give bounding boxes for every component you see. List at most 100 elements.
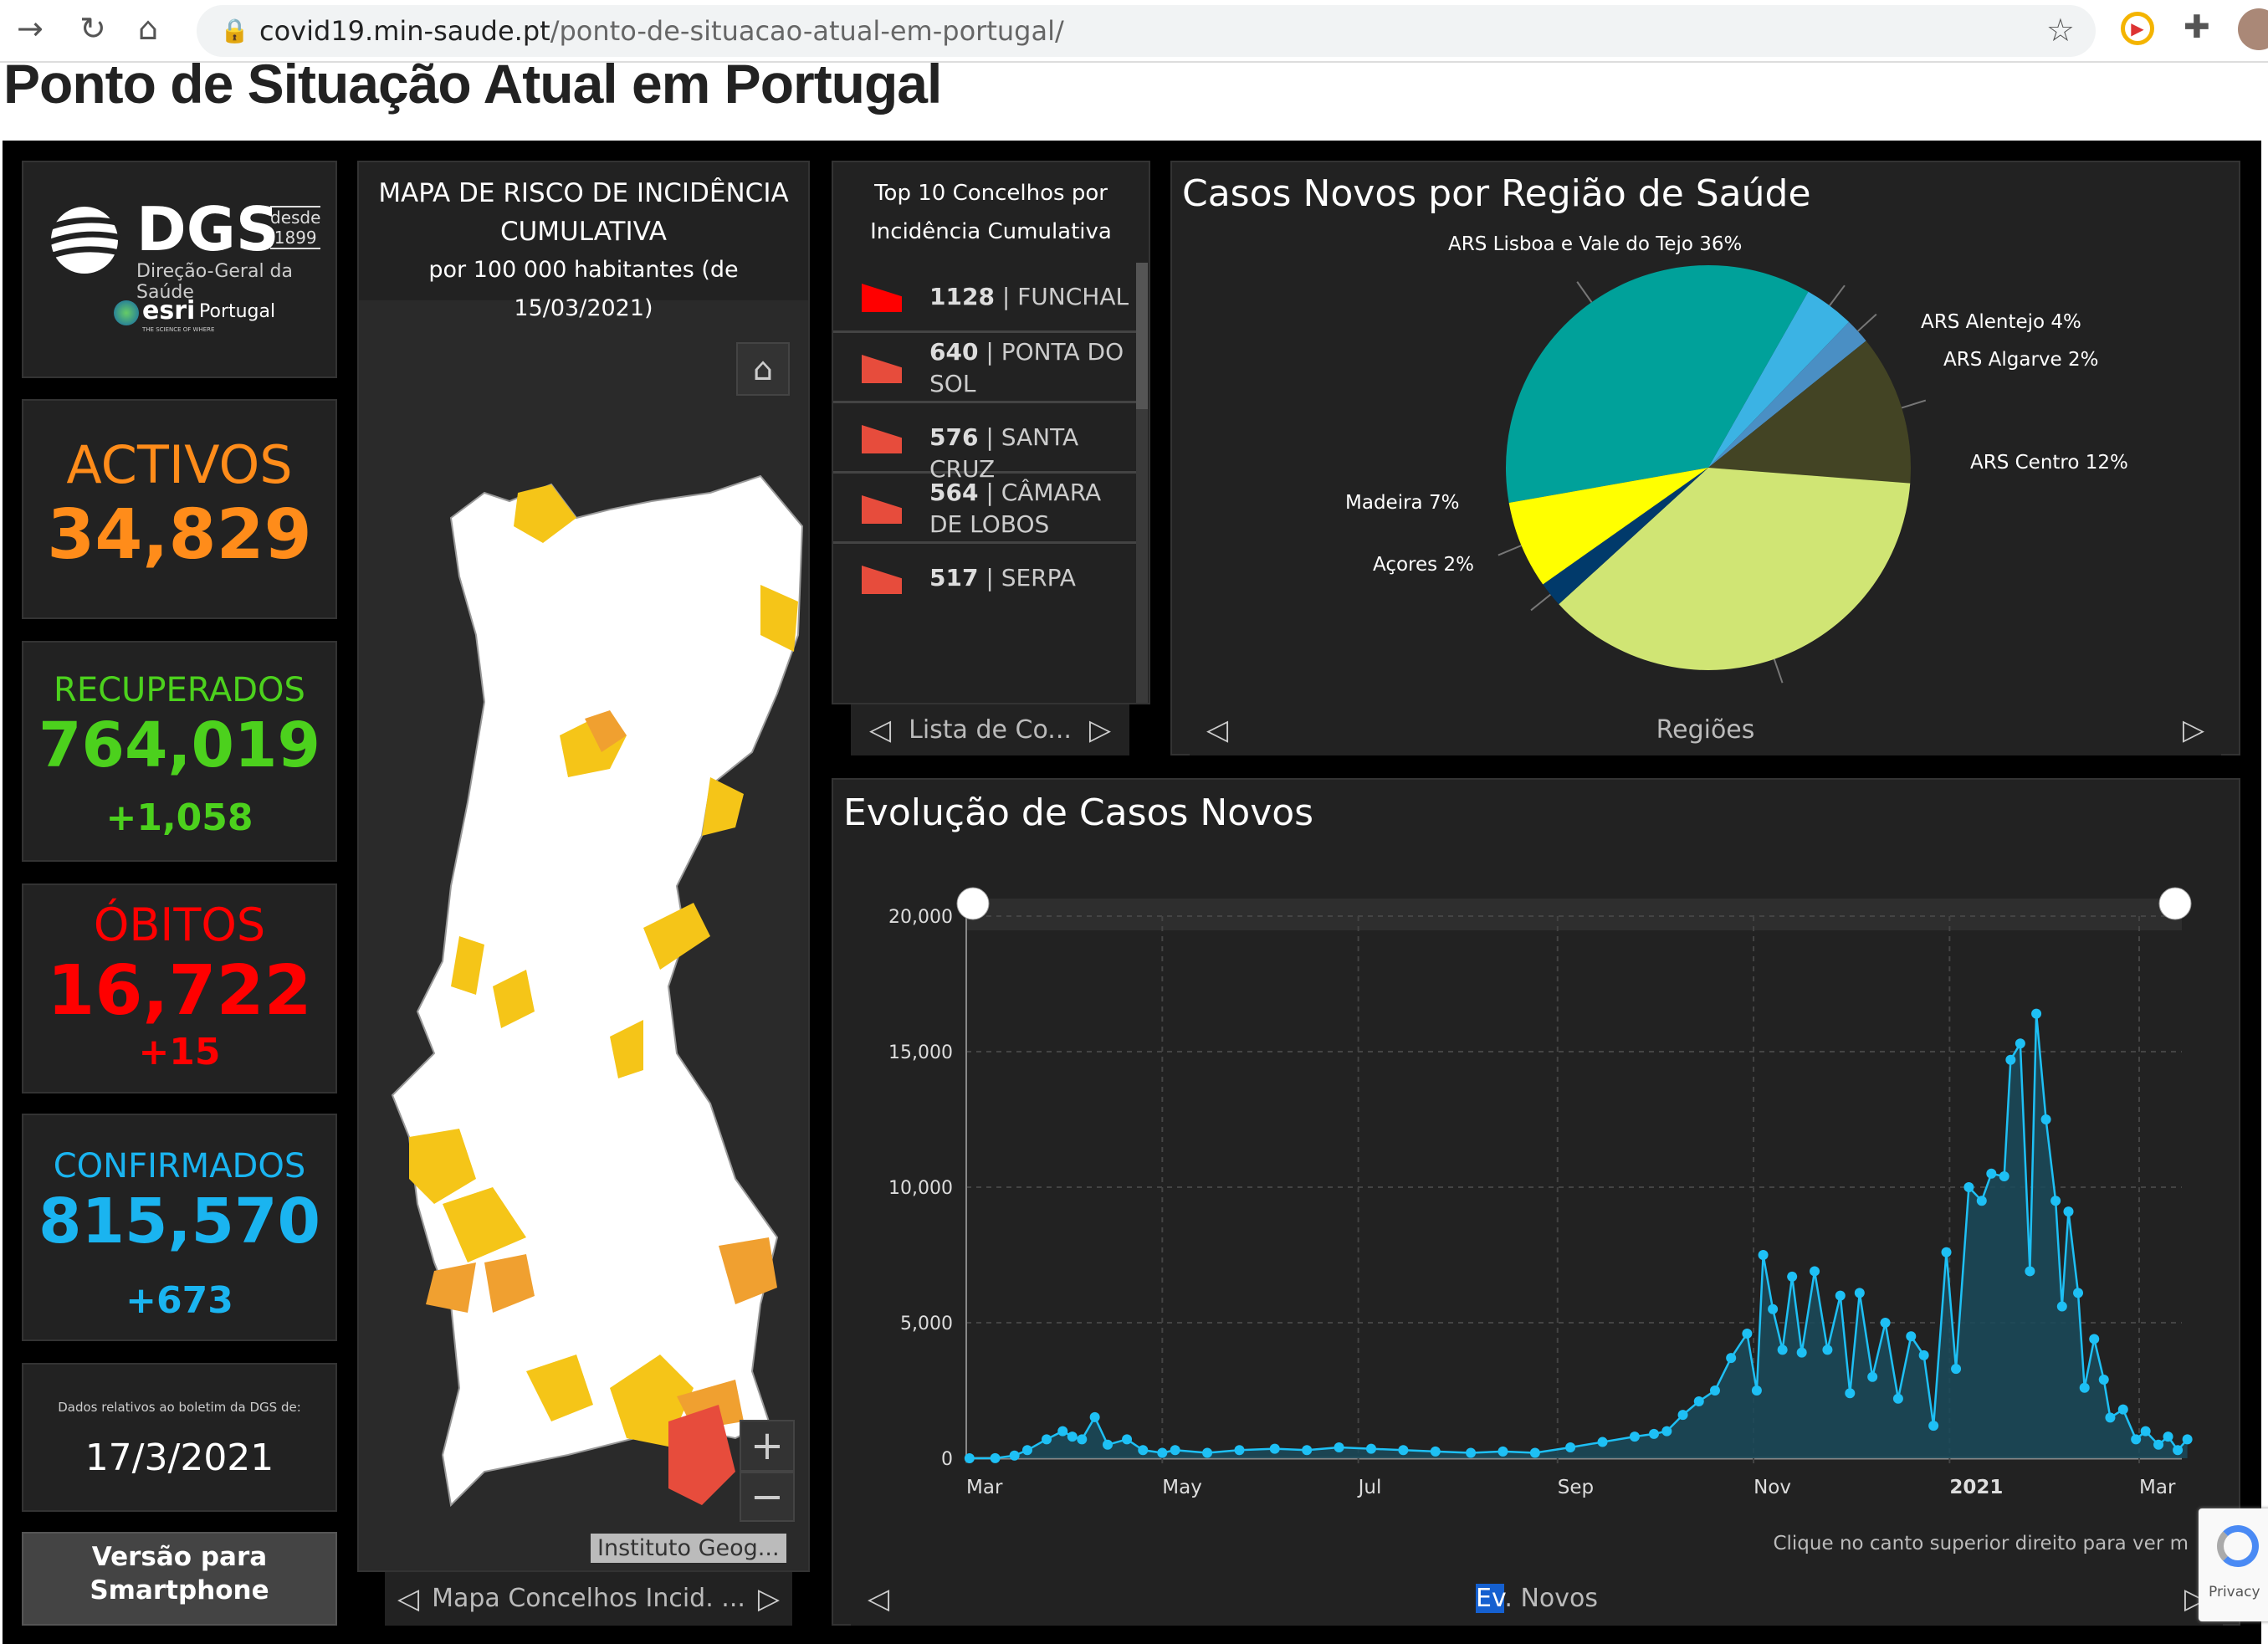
data-point[interactable] [1170, 1445, 1180, 1456]
top10-scrollbar[interactable] [1136, 263, 1148, 703]
data-point[interactable] [1529, 1447, 1540, 1458]
data-point[interactable] [1906, 1331, 1917, 1342]
data-point[interactable] [964, 1453, 975, 1463]
data-point[interactable] [1365, 1443, 1376, 1454]
range-slider-track[interactable] [966, 899, 2182, 930]
data-point[interactable] [1976, 1196, 1987, 1206]
pie-slice[interactable] [1508, 468, 1708, 585]
map-zoom-in-button[interactable]: + [740, 1420, 795, 1472]
data-point[interactable] [1892, 1393, 1903, 1404]
data-point[interactable] [1951, 1364, 1962, 1375]
data-point[interactable] [1777, 1344, 1788, 1355]
extension-icon[interactable]: ▶ [2121, 12, 2154, 45]
data-point[interactable] [1648, 1428, 1659, 1439]
list-item[interactable]: 564 | CÂMARA DE LOBOS [833, 474, 1136, 544]
data-point[interactable] [2056, 1301, 2067, 1312]
pie-next-arrow-icon[interactable]: ▷ [2182, 713, 2204, 746]
data-point[interactable] [2140, 1426, 2151, 1437]
data-point[interactable] [1986, 1168, 1997, 1179]
data-point[interactable] [1269, 1443, 1280, 1454]
data-point[interactable] [1768, 1303, 1779, 1314]
data-point[interactable] [1497, 1446, 1508, 1457]
data-point[interactable] [1787, 1271, 1798, 1282]
list-item[interactable]: 640 | PONTA DO SOL [833, 333, 1136, 403]
data-point[interactable] [1430, 1446, 1441, 1457]
data-point[interactable] [1334, 1442, 1344, 1453]
data-point[interactable] [1693, 1396, 1704, 1406]
data-point[interactable] [1302, 1445, 1313, 1456]
top10-prev-arrow-icon[interactable]: ◁ [869, 713, 892, 746]
list-item[interactable]: 1128 | FUNCHAL [833, 263, 1136, 333]
data-point[interactable] [2015, 1038, 2025, 1049]
evolution-prev-arrow-icon[interactable]: ◁ [868, 1582, 890, 1616]
top10-next-arrow-icon[interactable]: ▷ [1088, 713, 1111, 746]
data-point[interactable] [1597, 1437, 1608, 1447]
data-point[interactable] [1963, 1182, 1974, 1192]
data-point[interactable] [2031, 1008, 2042, 1019]
data-point[interactable] [1999, 1171, 2009, 1182]
data-point[interactable] [2098, 1375, 2109, 1385]
bookmark-star-icon[interactable]: ☆ [2045, 12, 2075, 49]
data-point[interactable] [1941, 1247, 1952, 1257]
avatar[interactable] [2238, 8, 2268, 50]
data-point[interactable] [1138, 1445, 1149, 1456]
pie-slice[interactable] [1708, 321, 1866, 468]
map-zoom-out-button[interactable]: − [740, 1472, 795, 1522]
data-point[interactable] [1202, 1447, 1213, 1458]
data-point[interactable] [1067, 1431, 1078, 1442]
data-point[interactable] [2105, 1412, 2116, 1423]
data-point[interactable] [2079, 1382, 2090, 1393]
data-point[interactable] [1810, 1266, 1820, 1277]
data-point[interactable] [1009, 1450, 1020, 1461]
map-home-button[interactable]: ⌂ [736, 342, 790, 396]
pie-slice[interactable] [1559, 468, 1911, 670]
map-attribution[interactable]: Instituto Geog... [591, 1534, 786, 1563]
smartphone-version-button[interactable]: Versão para Smartphone [22, 1532, 337, 1626]
data-point[interactable] [1751, 1385, 1762, 1396]
data-point[interactable] [1928, 1421, 1939, 1431]
pie-slice[interactable] [1506, 264, 1809, 504]
pie-prev-arrow-icon[interactable]: ◁ [1206, 713, 1229, 746]
home-icon[interactable]: ⌂ [138, 10, 159, 47]
data-point[interactable] [1918, 1350, 1929, 1360]
data-point[interactable] [1867, 1371, 1878, 1382]
data-point[interactable] [1835, 1290, 1846, 1301]
data-point[interactable] [1880, 1318, 1891, 1328]
map-prev-arrow-icon[interactable]: ◁ [397, 1582, 420, 1616]
range-slider-right-handle[interactable] [2158, 887, 2192, 920]
list-item[interactable]: 517 | SERPA [833, 544, 1136, 614]
reload-icon[interactable]: ↻ [79, 10, 106, 47]
data-point[interactable] [1057, 1426, 1068, 1437]
forward-icon[interactable]: → [17, 10, 44, 47]
data-point[interactable] [1709, 1385, 1720, 1396]
puzzle-extensions-icon[interactable]: ✚ [2184, 8, 2210, 45]
data-point[interactable] [1103, 1439, 1114, 1450]
data-point[interactable] [2073, 1288, 2084, 1298]
data-point[interactable] [2163, 1431, 2173, 1442]
data-point[interactable] [2117, 1404, 2128, 1415]
data-point[interactable] [1845, 1388, 1856, 1399]
pie-slice[interactable] [1708, 291, 1850, 468]
data-point[interactable] [1758, 1250, 1769, 1260]
data-point[interactable] [2063, 1206, 2074, 1217]
data-point[interactable] [1398, 1445, 1409, 1456]
data-point[interactable] [1854, 1288, 1865, 1298]
range-slider-left-handle[interactable] [956, 887, 990, 920]
data-point[interactable] [1565, 1442, 1576, 1453]
data-point[interactable] [1466, 1447, 1477, 1458]
data-point[interactable] [1157, 1447, 1168, 1458]
data-point[interactable] [990, 1452, 1001, 1463]
data-point[interactable] [1629, 1431, 1640, 1442]
data-point[interactable] [2025, 1266, 2035, 1277]
data-point[interactable] [2089, 1334, 2100, 1344]
pie-slice[interactable] [1708, 341, 1911, 484]
data-point[interactable] [1742, 1328, 1753, 1339]
scrollbar-thumb[interactable] [1136, 263, 1148, 409]
data-point[interactable] [2040, 1114, 2051, 1124]
list-item[interactable]: 576 | SANTA CRUZ [833, 403, 1136, 483]
data-point[interactable] [2182, 1434, 2193, 1445]
recaptcha-badge[interactable]: Privacy [2199, 1508, 2268, 1621]
data-point[interactable] [2153, 1439, 2164, 1450]
data-point[interactable] [2131, 1434, 2142, 1445]
data-point[interactable] [1077, 1434, 1088, 1445]
